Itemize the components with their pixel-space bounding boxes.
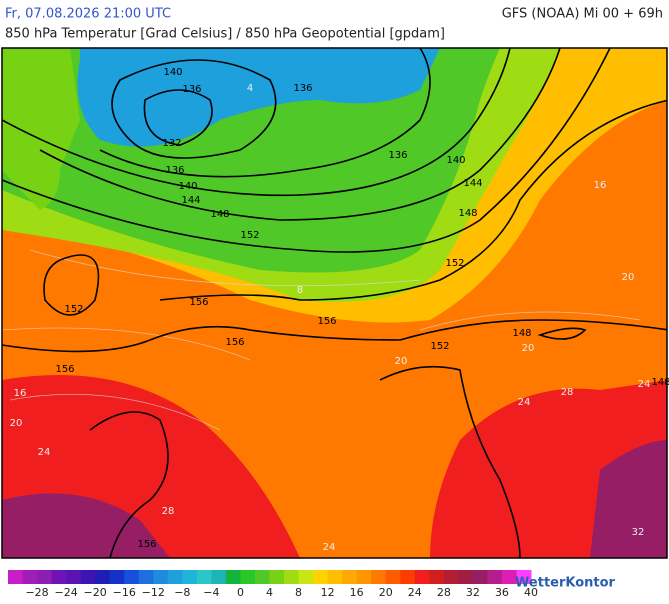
color-legend: −28 −24 −20 −16 −12 −8 −4 0 4 8 12 16 20 24 28 32 36 40 <box>8 570 538 599</box>
legend-swatch <box>385 570 401 584</box>
geopotential-label: 156 <box>189 297 208 308</box>
logo: WetterKontor <box>515 576 616 591</box>
legend-swatch <box>211 570 227 584</box>
legend-swatch <box>458 570 474 584</box>
geopotential-label: 156 <box>225 337 244 348</box>
legend-label: 20 <box>379 586 393 599</box>
legend-label: 24 <box>408 586 422 599</box>
legend-label: 28 <box>437 586 451 599</box>
legend-label: −8 <box>174 586 190 599</box>
legend-swatch <box>414 570 430 584</box>
legend-swatch <box>124 570 140 584</box>
legend-swatch <box>284 570 300 584</box>
temperature-label: 8 <box>297 285 303 296</box>
temperature-label: 28 <box>561 387 574 398</box>
geopotential-label: 136 <box>388 150 407 161</box>
legend-swatch <box>37 570 53 584</box>
subtitle: 850 hPa Temperatur [Grad Celsius] / 850 … <box>5 27 445 42</box>
legend-swatch <box>443 570 459 584</box>
legend-label: 4 <box>266 586 273 599</box>
temperature-label: 20 <box>395 356 408 367</box>
legend-label: −16 <box>113 586 136 599</box>
legend-label: −28 <box>25 586 48 599</box>
legend-swatch <box>225 570 241 584</box>
geopotential-label: 152 <box>430 341 449 352</box>
temperature-label: 20 <box>622 272 635 283</box>
temperature-label: 16 <box>14 388 27 399</box>
geopotential-label: 148 <box>458 208 477 219</box>
geopotential-label: 156 <box>317 316 336 327</box>
geopotential-label: 136 <box>165 165 184 176</box>
legend-label: 0 <box>237 586 244 599</box>
temperature-label: 32 <box>632 527 645 538</box>
legend-label: −4 <box>203 586 219 599</box>
temperature-label: 16 <box>594 180 607 191</box>
legend-label: 12 <box>321 586 335 599</box>
map <box>1 47 668 559</box>
legend-swatch <box>22 570 38 584</box>
legend-swatch <box>516 570 532 584</box>
geopotential-label: 136 <box>293 83 312 94</box>
geopotential-label: 156 <box>55 364 74 375</box>
legend-swatch <box>109 570 125 584</box>
legend-label: 16 <box>350 586 364 599</box>
geopotential-label: 148 <box>651 377 669 388</box>
geopotential-label: 140 <box>446 155 465 166</box>
legend-swatch <box>487 570 503 584</box>
legend-label: 36 <box>495 586 509 599</box>
temperature-label: 20 <box>10 418 23 429</box>
geopotential-label: 152 <box>445 258 464 269</box>
legend-label: 8 <box>295 586 302 599</box>
legend-label: −20 <box>84 586 107 599</box>
temperature-label: 24 <box>323 542 336 553</box>
legend-swatch <box>269 570 285 584</box>
geopotential-label: 148 <box>210 209 229 220</box>
legend-swatch <box>501 570 517 584</box>
legend-swatch <box>298 570 314 584</box>
geopotential-label: 144 <box>463 178 482 189</box>
legend-swatch <box>313 570 329 584</box>
legend-swatch <box>8 570 24 584</box>
legend-label: −24 <box>55 586 78 599</box>
geopotential-label: 156 <box>137 539 156 550</box>
legend-label: 32 <box>466 586 480 599</box>
geopotential-label: 152 <box>240 230 259 241</box>
legend-label: 40 <box>524 586 538 599</box>
temperature-label: 20 <box>522 343 535 354</box>
legend-swatch <box>51 570 67 584</box>
geopotential-label: 136 <box>182 84 201 95</box>
legend-swatch <box>167 570 183 584</box>
legend-swatch <box>138 570 154 584</box>
legend-swatch <box>66 570 82 584</box>
temperature-label: 24 <box>638 379 651 390</box>
legend-swatch <box>356 570 372 584</box>
legend-swatch <box>429 570 445 584</box>
legend-swatch <box>472 570 488 584</box>
geopotential-label: 140 <box>178 181 197 192</box>
geopotential-label: 148 <box>512 328 531 339</box>
legend-swatch <box>342 570 358 584</box>
legend-swatch <box>240 570 256 584</box>
legend-swatch <box>153 570 169 584</box>
temperature-label: 4 <box>247 83 253 94</box>
legend-swatch <box>371 570 387 584</box>
model-run: GFS (NOAA) Mi 00 + 69h <box>502 7 663 22</box>
temperature-label: 28 <box>162 506 175 517</box>
geopotential-label: 152 <box>64 304 83 315</box>
temperature-label: 24 <box>38 447 51 458</box>
geopotential-label: 144 <box>181 195 200 206</box>
legend-swatch <box>182 570 198 584</box>
legend-swatch <box>196 570 212 584</box>
temperature-label: 24 <box>518 397 531 408</box>
legend-swatch <box>254 570 270 584</box>
legend-swatch <box>95 570 111 584</box>
legend-label: −12 <box>142 586 165 599</box>
legend-swatch <box>327 570 343 584</box>
legend-swatch <box>80 570 96 584</box>
legend-swatch <box>400 570 416 584</box>
geopotential-label: 132 <box>162 138 181 149</box>
datetime: Fr, 07.08.2026 21:00 UTC <box>5 7 171 22</box>
geopotential-label: 140 <box>163 67 182 78</box>
